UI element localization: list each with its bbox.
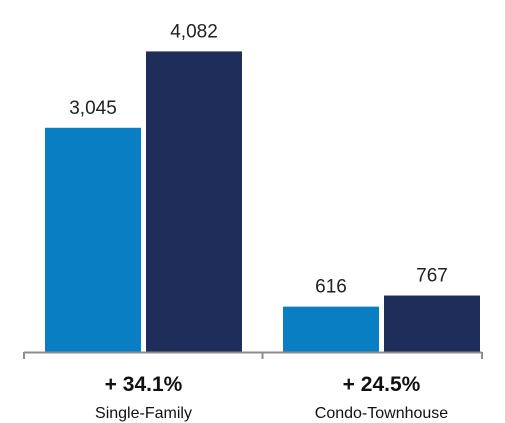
value-label-1-2: 4,082 [170, 21, 218, 42]
bar-2-2 [384, 295, 480, 352]
x-axis [23, 351, 483, 359]
category-label-1: Single-Family [95, 405, 192, 422]
change-label-1: + 34.1% [105, 373, 183, 396]
bar-2-1 [283, 306, 379, 352]
value-label-2-2: 767 [416, 266, 448, 287]
value-label-2-1: 616 [315, 277, 347, 298]
value-label-1-1: 3,045 [69, 98, 117, 119]
bars-layer [45, 51, 480, 353]
bar-1-2 [146, 51, 242, 353]
bar-1-1 [45, 127, 141, 352]
category-labels-layer: + 34.1% Single-Family + 24.5% Condo-Townhou… [95, 373, 448, 422]
category-label-2: Condo-Townhouse [315, 405, 449, 422]
value-labels-layer: 3,045 4,082 616 767 [69, 21, 448, 297]
change-label-2: + 24.5% [343, 373, 421, 396]
